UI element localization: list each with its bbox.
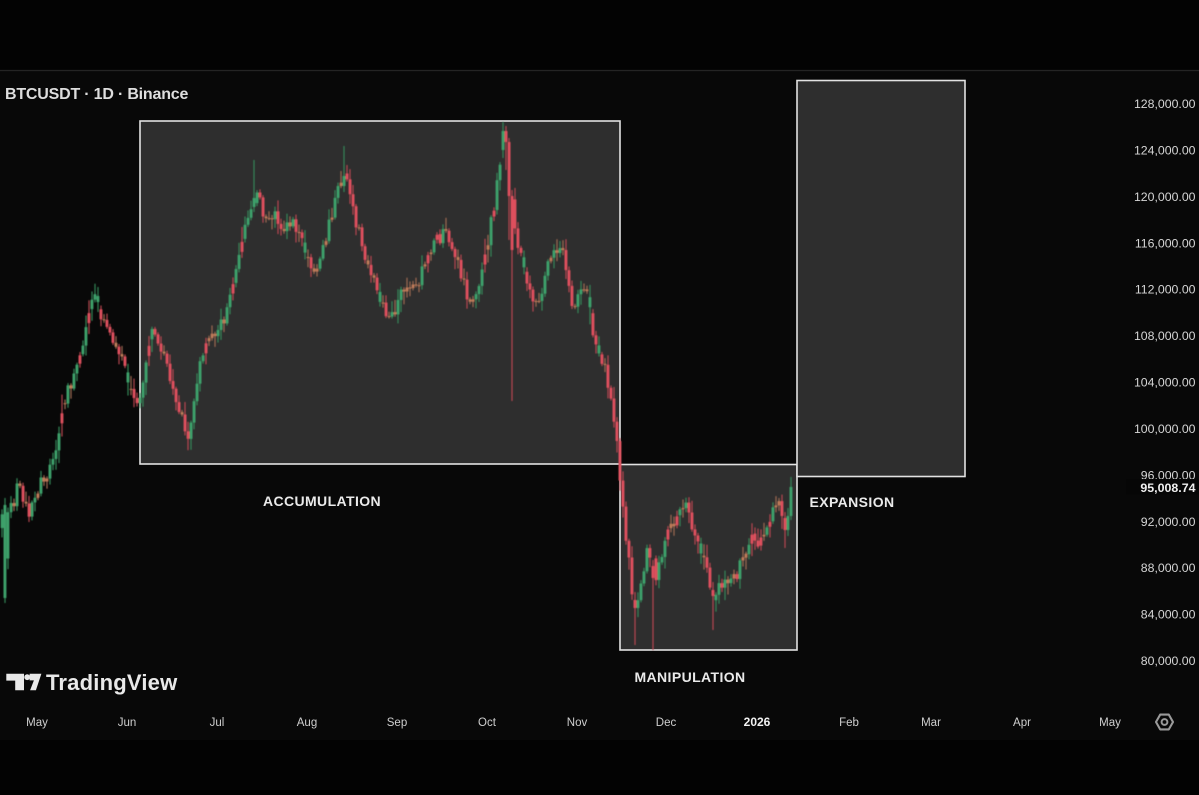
svg-text:Mar: Mar: [921, 717, 941, 729]
svg-text:May: May: [26, 717, 48, 729]
svg-text:84,000.00: 84,000.00: [1141, 608, 1196, 622]
svg-text:ACCUMULATION: ACCUMULATION: [263, 493, 381, 509]
svg-text:2026: 2026: [744, 715, 771, 729]
svg-text:108,000.00: 108,000.00: [1134, 329, 1196, 343]
svg-text:92,000.00: 92,000.00: [1141, 515, 1196, 529]
svg-text:Feb: Feb: [839, 717, 859, 729]
svg-text:116,000.00: 116,000.00: [1135, 236, 1196, 250]
svg-text:MANIPULATION: MANIPULATION: [634, 669, 745, 685]
svg-text:Dec: Dec: [656, 717, 677, 729]
svg-text:BTCUSDT · 1D · Binance: BTCUSDT · 1D · Binance: [5, 86, 188, 103]
svg-text:Aug: Aug: [297, 717, 317, 729]
svg-text:100,000.00: 100,000.00: [1134, 422, 1196, 436]
svg-text:Jul: Jul: [210, 717, 225, 729]
svg-text:96,000.00: 96,000.00: [1141, 468, 1196, 482]
svg-text:Sep: Sep: [387, 717, 407, 729]
svg-text:104,000.00: 104,000.00: [1134, 376, 1196, 390]
svg-text:Oct: Oct: [478, 717, 497, 729]
svg-text:EXPANSION: EXPANSION: [809, 494, 894, 510]
svg-text:88,000.00: 88,000.00: [1141, 561, 1196, 575]
svg-text:Apr: Apr: [1013, 717, 1031, 729]
svg-text:128,000.00: 128,000.00: [1134, 97, 1196, 111]
svg-text:112,000.00: 112,000.00: [1135, 283, 1196, 297]
svg-text:80,000.00: 80,000.00: [1141, 654, 1196, 668]
svg-text:Jun: Jun: [118, 717, 137, 729]
svg-text:Nov: Nov: [567, 717, 588, 729]
svg-text:May: May: [1099, 717, 1121, 729]
svg-text:95,008.74: 95,008.74: [1140, 481, 1195, 495]
svg-text:120,000.00: 120,000.00: [1134, 190, 1196, 204]
svg-text:124,000.00: 124,000.00: [1134, 143, 1196, 157]
svg-text:TradingView: TradingView: [46, 670, 178, 695]
